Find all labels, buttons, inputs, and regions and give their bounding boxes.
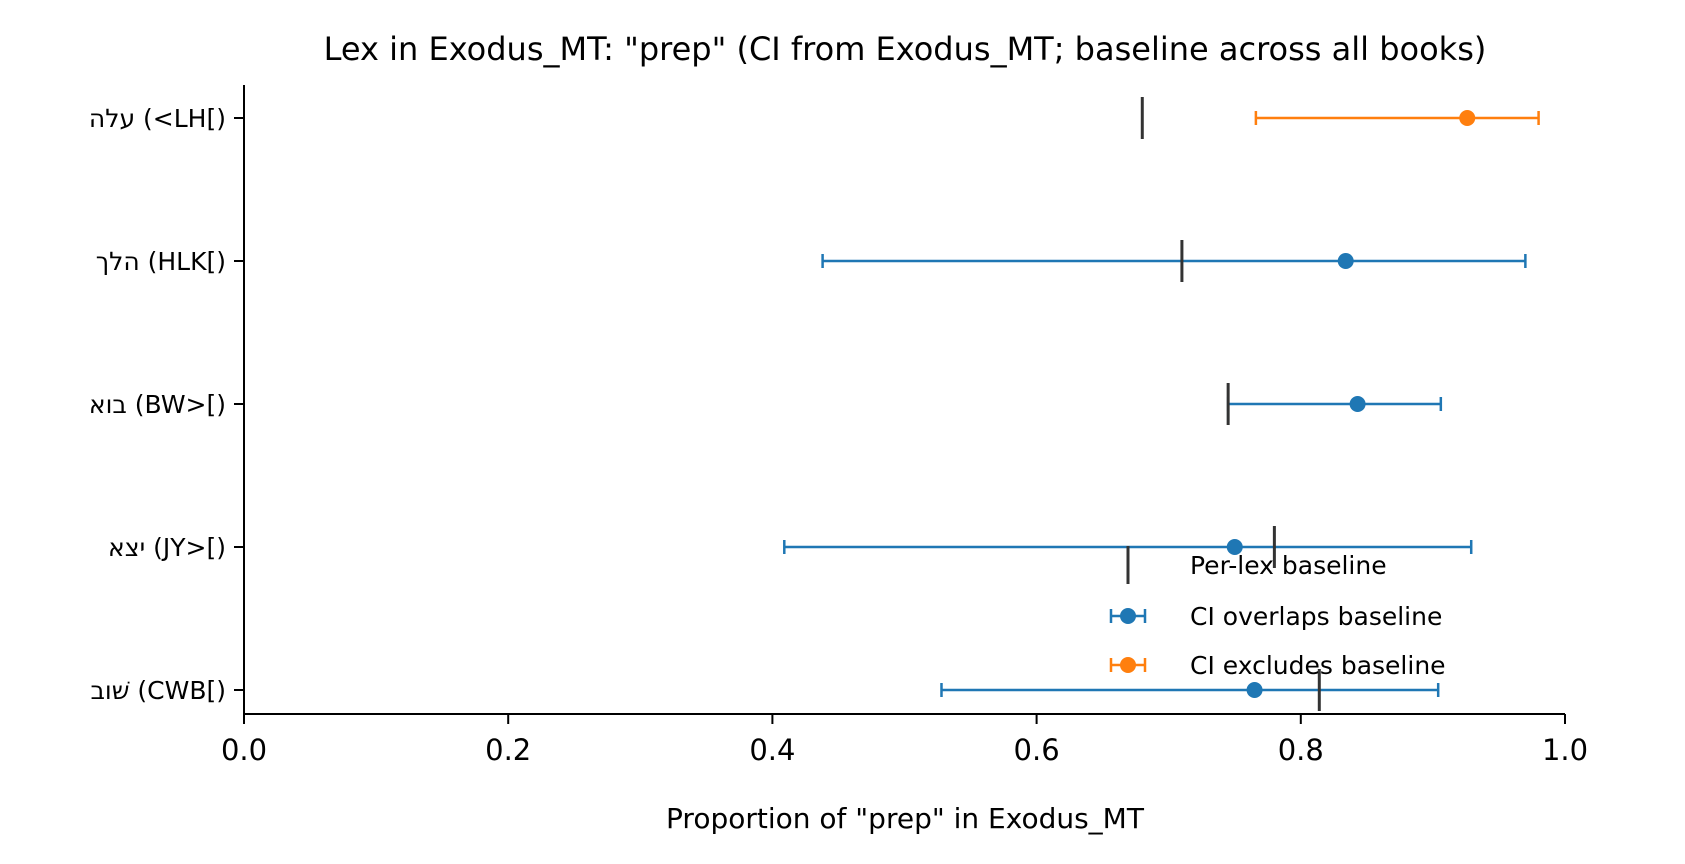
y-category-label: ‪עלה (<LH[)‬	[89, 104, 226, 133]
x-axis-label: Proportion of "prep" in Exodus_MT	[666, 802, 1145, 835]
legend-label-baseline: Per-lex baseline	[1190, 551, 1387, 580]
x-tick-label: 0.4	[749, 733, 795, 767]
legend-point	[1120, 657, 1136, 673]
point-estimate	[1337, 253, 1354, 269]
chart-title: Lex in Exodus_MT: "prep" (CI from Exodus…	[324, 30, 1487, 68]
x-tick-label: 0.0	[221, 733, 267, 767]
point-estimate	[1246, 682, 1263, 698]
legend-label-overlaps: CI overlaps baseline	[1190, 602, 1442, 631]
x-tick-label: 0.8	[1278, 733, 1324, 767]
point-estimate	[1459, 110, 1476, 126]
x-tick-label: 0.2	[485, 733, 531, 767]
legend: Per-lex baseline CI overlaps baseline CI e…	[1109, 546, 1446, 680]
data-row	[940, 669, 1440, 711]
data-row	[821, 240, 1527, 282]
plot-area: 0.0 0.2 0.4 0.6 0.8 1.0 ‪עלה (<LH[)‬ ‪הלך (HLK[…	[89, 85, 1588, 767]
y-category-label: ‪הלך (HLK[)‬	[96, 247, 226, 276]
legend-point	[1120, 608, 1136, 624]
x-tick-label: 1.0	[1542, 733, 1588, 767]
point-estimate	[1349, 396, 1366, 412]
data-row	[1226, 383, 1443, 425]
x-tick-label: 0.6	[1014, 733, 1060, 767]
point-estimate	[1226, 539, 1243, 555]
y-category-label: ‪יצא (JY>[)‬	[108, 533, 226, 562]
legend-label-excludes: CI excludes baseline	[1190, 651, 1446, 680]
y-category-label: ‪שׁוב (CWB[)‬	[90, 676, 226, 705]
data-row	[1140, 97, 1540, 139]
y-category-label: ‪בוא (BW>[)‬	[89, 390, 226, 419]
